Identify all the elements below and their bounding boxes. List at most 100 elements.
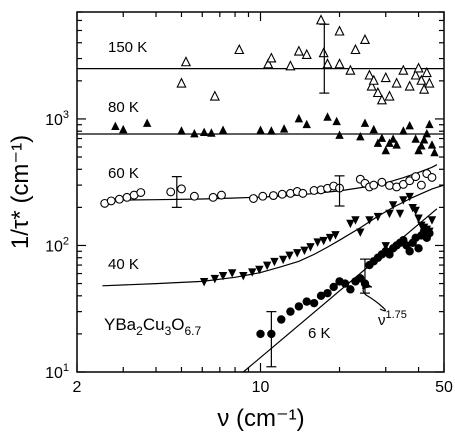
- series-label-60k: 60 K: [108, 165, 139, 182]
- data-point-150-k-17: [364, 69, 375, 80]
- data-point-6-k-11: [340, 279, 350, 288]
- data-point-80-k-27: [411, 134, 420, 143]
- data-point-60-k-10: [217, 190, 226, 200]
- data-point-60-k-13: [268, 191, 278, 201]
- data-point-150-k-28: [413, 62, 424, 73]
- error-bar-0: [319, 23, 330, 94]
- data-point-150-k-0: [176, 77, 187, 88]
- data-point-60-k-31: [405, 176, 415, 186]
- data-point-60-k-7: [177, 184, 186, 194]
- data-point-60-k-12: [258, 191, 268, 201]
- data-point-80-k-13: [323, 112, 332, 121]
- data-point-150-k-6: [285, 60, 296, 71]
- series-80-k: [77, 112, 444, 157]
- data-point-150-k-21: [376, 94, 387, 105]
- data-point-150-k-20: [372, 86, 383, 98]
- data-point-150-k-26: [404, 80, 415, 91]
- data-point-80-k-17: [360, 118, 370, 127]
- data-point-150-k-32: [424, 77, 435, 88]
- data-point-40-k-15: [319, 236, 328, 246]
- data-point-60-k-11: [248, 194, 258, 203]
- data-point-80-k-31: [422, 129, 432, 138]
- y-tick-label-1000: 103: [45, 109, 69, 129]
- data-point-80-k-32: [425, 119, 434, 129]
- data-point-40-k-2: [218, 272, 228, 281]
- data-point-60-k-32: [411, 172, 421, 182]
- data-point-60-k-14: [277, 189, 287, 199]
- data-point-6-k-3: [286, 307, 295, 316]
- data-point-80-k-10: [279, 124, 289, 133]
- data-point-40-k-18: [346, 219, 355, 229]
- y-tick-label-10: 101: [45, 362, 69, 382]
- data-point-80-k-12: [302, 119, 311, 129]
- data-point-150-k-19: [368, 74, 379, 85]
- data-point-6-k-4: [294, 302, 304, 311]
- series-label-40k: 40 K: [108, 256, 139, 273]
- data-point-80-k-4: [190, 129, 199, 138]
- series-label-80k: 80 K: [108, 99, 139, 116]
- data-point-80-k-34: [430, 147, 439, 157]
- data-point-80-k-7: [218, 125, 228, 134]
- data-point-6-k-2: [277, 315, 286, 324]
- data-point-150-k-31: [421, 66, 432, 78]
- error-bars: [171, 23, 370, 368]
- data-point-150-k-13: [334, 58, 345, 69]
- data-point-40-k-24: [385, 209, 394, 219]
- data-point-80-k-24: [392, 140, 401, 149]
- error-bar-4: [266, 311, 277, 368]
- data-point-80-k-9: [267, 126, 276, 135]
- data-point-40-k-22: [373, 212, 383, 222]
- data-point-6-k-34: [425, 229, 434, 238]
- data-point-6-k-5: [302, 297, 311, 306]
- x-tick-label-10: 10: [252, 379, 270, 396]
- data-point-150-k-15: [350, 43, 361, 55]
- data-point-40-k-4: [239, 272, 248, 281]
- data-point-80-k-33: [427, 140, 437, 149]
- data-point-40-k-19: [351, 216, 360, 225]
- data-point-40-k-10: [285, 251, 294, 261]
- data-point-60-k-27: [377, 177, 387, 187]
- data-point-80-k-20: [377, 133, 387, 142]
- data-point-40-k-9: [278, 255, 288, 265]
- data-point-40-k-0: [199, 278, 209, 287]
- series-6-k: [242, 208, 438, 372]
- data-point-150-k-9: [315, 14, 327, 25]
- data-point-40-k-14: [313, 238, 322, 247]
- data-point-150-k-3: [234, 43, 245, 55]
- data-point-150-k-24: [391, 77, 402, 88]
- data-point-40-k-30: [411, 206, 420, 216]
- data-point-6-k-27: [405, 247, 414, 256]
- data-point-150-k-4: [263, 58, 274, 69]
- data-point-60-k-8: [189, 191, 199, 201]
- power-law-pointer-arrowhead: [362, 280, 372, 289]
- data-point-80-k-21: [381, 145, 390, 155]
- data-point-60-k-5: [136, 188, 146, 197]
- data-point-150-k-1: [180, 56, 192, 67]
- plot-area: [77, 14, 444, 372]
- data-point-150-k-12: [334, 25, 345, 36]
- data-point-60-k-2: [114, 194, 124, 204]
- data-point-150-k-22: [380, 71, 391, 83]
- data-point-60-k-33: [416, 180, 426, 190]
- data-point-40-k-25: [388, 201, 398, 210]
- series-label-150k: 150 K: [108, 39, 147, 56]
- data-point-80-k-29: [417, 141, 426, 150]
- data-point-150-k-8: [301, 48, 312, 59]
- data-point-80-k-19: [373, 138, 383, 147]
- data-point-150-k-2: [209, 90, 220, 101]
- data-point-60-k-28: [385, 181, 394, 190]
- data-point-40-k-17: [331, 231, 340, 240]
- data-point-150-k-10: [318, 47, 329, 58]
- series-layer: [77, 14, 444, 372]
- data-point-80-k-26: [405, 120, 414, 130]
- data-point-150-k-29: [416, 74, 427, 85]
- data-point-80-k-2: [142, 118, 152, 127]
- data-point-150-k-23: [384, 90, 395, 101]
- x-axis-title: ν (cm⁻¹): [217, 405, 304, 432]
- y-axis-title: 1/τ* (cm⁻¹): [7, 135, 34, 249]
- data-point-40-k-12: [300, 246, 309, 256]
- error-bar-1: [171, 176, 182, 208]
- power-law-pointer: [362, 286, 387, 312]
- error-bar-2: [334, 175, 345, 207]
- data-point-80-k-23: [388, 134, 398, 143]
